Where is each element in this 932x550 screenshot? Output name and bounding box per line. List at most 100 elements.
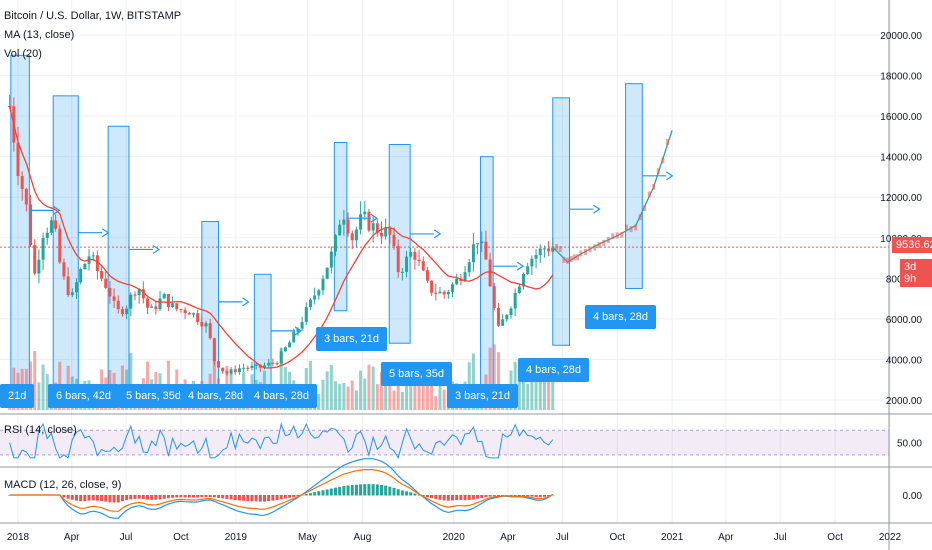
pattern-label[interactable]: 21d	[0, 384, 35, 408]
candle-body-15	[70, 292, 74, 296]
projected-candle	[562, 256, 566, 263]
macd-bar	[388, 486, 392, 496]
volume-bar-91	[388, 374, 392, 410]
macd-bar	[112, 495, 116, 503]
rsi-legend[interactable]: RSI (14, close)	[4, 424, 77, 436]
chart-title: Bitcoin / U.S. Dollar, 1W, BITSTAMP	[4, 10, 182, 22]
macd-bar	[413, 493, 417, 496]
macd-bar	[421, 495, 425, 497]
candle-body-83	[354, 229, 358, 241]
candle-body-103	[438, 291, 442, 294]
macd-bar	[484, 495, 488, 498]
projected-candle	[569, 255, 573, 262]
y-tick-label: 18000.00	[880, 72, 922, 83]
candle-body-107	[455, 278, 459, 285]
projected-candle	[620, 231, 624, 238]
y-tick-label: 14000.00	[880, 153, 922, 164]
x-tick-label: 2021	[661, 532, 684, 543]
volume-bar-104	[442, 389, 446, 410]
volume-bar-85	[363, 378, 367, 410]
macd-legend[interactable]: MACD (12, 26, close, 9)	[4, 479, 122, 491]
candle-body-90	[384, 227, 388, 237]
pattern-label[interactable]: 3 bars, 21d	[316, 327, 388, 351]
candle-body-121	[513, 293, 517, 309]
volume-bar-49	[212, 341, 216, 410]
candle-body-13	[62, 262, 66, 277]
pattern-label[interactable]: 4 bars, 28d	[246, 384, 318, 408]
macd-bar	[225, 495, 229, 499]
macd-bar	[313, 492, 317, 496]
candle-body-79	[338, 224, 342, 236]
volume-bar-124	[526, 383, 530, 410]
arrow-head-0	[53, 205, 61, 215]
y-tick-label: 20000.00	[880, 31, 922, 42]
x-tick-label: Oct	[173, 532, 189, 543]
candle-body-81	[346, 219, 350, 234]
candle-body-10	[49, 220, 53, 233]
volume-bar-111	[471, 353, 475, 410]
volume-bar-79	[338, 384, 342, 410]
candle-body-24	[108, 287, 112, 297]
candle-body-126	[534, 254, 538, 259]
candle-body-35	[154, 306, 158, 310]
volume-bar-81	[346, 386, 350, 410]
macd-bar	[496, 495, 500, 497]
volume-bar-80	[342, 382, 346, 410]
candle-body-100	[425, 270, 429, 281]
x-tick-label: Oct	[827, 532, 843, 543]
pattern-label[interactable]: 4 bars, 28d	[180, 384, 252, 408]
x-tick-label: 2018	[7, 532, 30, 543]
pattern-box-2	[107, 125, 130, 401]
vol-legend[interactable]: Vol (20)	[4, 48, 42, 60]
macd-bar	[258, 495, 262, 502]
projected-candle	[579, 250, 583, 257]
pattern-label[interactable]: 4 bars, 28d	[585, 305, 657, 329]
arrow-head-4	[294, 326, 303, 336]
pattern-label[interactable]: 4 bars, 28d	[518, 358, 590, 382]
candle-body-105	[446, 291, 450, 295]
candle-body-116	[492, 286, 496, 308]
macd-bar	[534, 495, 538, 498]
candle-body-50	[217, 361, 221, 368]
pattern-label[interactable]: 3 bars, 21d	[447, 384, 519, 408]
macd-bar	[158, 495, 162, 500]
y-tick-label: 16000.00	[880, 112, 922, 123]
macd-bar	[530, 495, 534, 497]
candle-body-4	[24, 188, 28, 205]
volume-bar-93	[396, 371, 400, 410]
projected-candle	[597, 242, 601, 249]
macd-bar	[471, 495, 475, 500]
macd-bar	[526, 495, 530, 497]
pattern-label[interactable]: 5 bars, 35d	[118, 384, 190, 408]
candle-body-84	[359, 214, 363, 230]
candle-body-125	[530, 258, 534, 267]
candle-body-62	[267, 362, 271, 366]
candle-body-68	[292, 331, 296, 343]
macd-line	[9, 458, 554, 519]
rsi-line	[9, 422, 554, 460]
projected-candle	[638, 214, 642, 221]
ma-legend[interactable]: MA (13, close)	[4, 29, 75, 41]
macd-bar	[480, 495, 484, 499]
macd-bar	[79, 495, 83, 502]
pattern-label[interactable]: 6 bars, 42d	[48, 384, 120, 408]
macd-signal-line	[9, 469, 554, 512]
macd-bar	[283, 495, 287, 499]
volume-bar-86	[367, 364, 371, 410]
candle-body-114	[484, 241, 488, 260]
candle-body-18	[83, 263, 87, 270]
x-tick-label: Oct	[609, 532, 625, 543]
macd-bar	[384, 485, 388, 496]
pattern-box-6	[388, 144, 411, 344]
macd-bar	[430, 495, 434, 499]
projected-candle	[611, 233, 615, 240]
pattern-label[interactable]: 5 bars, 35d	[381, 362, 453, 386]
macd-bar	[246, 495, 250, 502]
volume-bar-7	[37, 382, 41, 410]
candle-body-69	[296, 328, 300, 332]
candle-body-16	[74, 282, 78, 293]
pattern-box-1	[52, 95, 79, 401]
candle-body-14	[66, 276, 70, 296]
volume-bar-89	[379, 372, 383, 410]
